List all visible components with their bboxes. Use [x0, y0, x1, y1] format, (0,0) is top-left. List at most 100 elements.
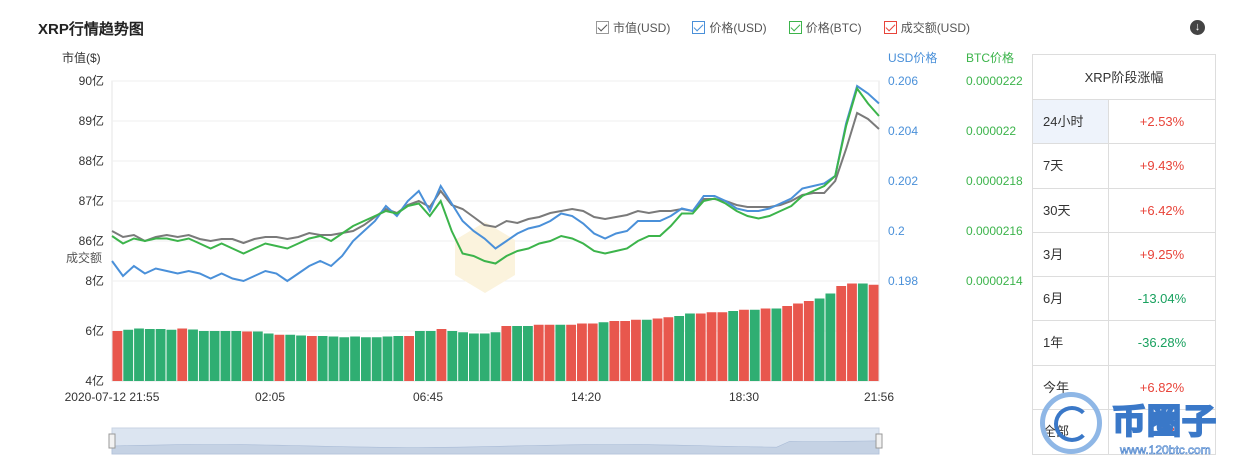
volume-bar	[468, 333, 479, 381]
volume-bar	[749, 309, 760, 381]
y-axis-title-usd: USD价格	[888, 50, 937, 65]
y-axis-title-market-cap: 市值($)	[62, 50, 101, 65]
volume-bar	[177, 328, 188, 381]
checkbox-icon[interactable]	[883, 21, 897, 34]
volume-bar	[620, 321, 631, 381]
period-row[interactable]: 7天 +9.43%	[1033, 144, 1215, 189]
volume-bar	[209, 331, 220, 381]
period-row[interactable]: 30天 +6.42%	[1033, 188, 1215, 233]
volume-bar	[663, 317, 674, 381]
volume-bar	[566, 324, 577, 381]
download-icon[interactable]: ↓	[1190, 20, 1205, 35]
navigator-right-handle[interactable]	[875, 433, 883, 449]
checkbox-icon[interactable]	[692, 21, 706, 34]
volume-bar	[674, 316, 685, 381]
volume-bar	[868, 284, 879, 381]
volume-bar	[285, 334, 296, 381]
period-label: 30天	[1033, 188, 1109, 232]
volume-bar	[296, 335, 306, 381]
period-label: 7天	[1033, 144, 1109, 188]
market-cap-tick-label: 86亿	[79, 233, 104, 248]
volume-bar	[598, 322, 609, 381]
period-row[interactable]: 1年 -36.28%	[1033, 321, 1215, 366]
x-tick-label: 06:45	[413, 390, 443, 404]
legend-item-price-usd[interactable]: 价格(USD)	[692, 19, 767, 36]
btc-tick-label: 0.000022	[966, 124, 1016, 138]
volume-tick-label: 8亿	[85, 273, 104, 288]
volume-tick-label: 4亿	[85, 373, 104, 388]
volume-bar	[728, 311, 739, 381]
period-label: 6月	[1033, 277, 1109, 321]
y-axis-title-volume: 成交额	[66, 250, 102, 265]
period-label: 3月	[1033, 232, 1109, 277]
usd-tick-label: 0.198	[888, 274, 918, 288]
volume-bar	[188, 329, 198, 381]
volume-bar	[198, 331, 209, 381]
period-change-value: -13.04%	[1137, 291, 1187, 307]
volume-bar	[371, 337, 382, 381]
period-change-value: +9.25%	[1139, 246, 1185, 262]
volume-bar	[328, 336, 339, 381]
volume-bar	[652, 318, 663, 381]
btc-tick-label: 0.0000222	[966, 74, 1023, 88]
period-row[interactable]: 24小时 +2.53%	[1033, 100, 1215, 145]
watermark-text: 币圈子	[1111, 402, 1217, 442]
period-label: 今年	[1033, 365, 1109, 410]
volume-bar	[144, 329, 155, 381]
volume-bar	[782, 306, 793, 381]
checkbox-icon[interactable]	[596, 21, 609, 34]
volume-bar	[631, 319, 641, 381]
x-tick-label: 2020-07-12 21:55	[65, 390, 160, 404]
legend-label: 价格(USD)	[709, 21, 767, 35]
period-row[interactable]: 今年 +6.82%	[1033, 365, 1215, 411]
legend-item-price-btc[interactable]: 价格(BTC)	[788, 19, 862, 36]
watermark-logo-inner-icon	[1054, 406, 1090, 442]
series-line	[111, 86, 880, 265]
navigator-left-handle[interactable]	[108, 433, 116, 449]
volume-bar	[447, 331, 458, 381]
period-change-value: +6.42%	[1139, 202, 1185, 218]
volume-bar	[414, 331, 425, 381]
volume-bar	[706, 312, 717, 381]
legend-label: 价格(BTC)	[805, 21, 862, 35]
background-logo-icon	[455, 222, 515, 293]
market-cap-tick-label: 90亿	[79, 73, 104, 88]
volume-bar	[695, 313, 706, 381]
legend-item-volume[interactable]: 成交额(USD)	[883, 19, 970, 36]
period-change-value: +9.43%	[1139, 158, 1185, 174]
period-row[interactable]: 3月 +9.25%	[1033, 232, 1215, 278]
volume-bar	[360, 337, 371, 381]
period-change-value: +6.82%	[1139, 379, 1185, 395]
volume-bar	[339, 337, 350, 381]
volume-bar	[479, 333, 490, 381]
volume-bar	[166, 329, 177, 381]
volume-bar	[263, 333, 274, 381]
volume-bar	[577, 323, 587, 381]
period-change-value: +3.8	[1149, 424, 1175, 440]
volume-bar	[739, 309, 749, 381]
x-tick-label: 02:05	[255, 390, 285, 404]
btc-tick-label: 0.0000214	[966, 274, 1023, 288]
period-row[interactable]: 6月 -13.04%	[1033, 277, 1215, 322]
checkbox-icon[interactable]	[788, 21, 802, 34]
volume-bar	[404, 336, 414, 381]
volume-bar	[425, 331, 436, 381]
volume-bar	[382, 336, 393, 381]
period-change-value: -36.28%	[1137, 335, 1187, 351]
volume-bar	[112, 331, 123, 381]
volume-bar	[155, 329, 166, 381]
legend-item-market-cap[interactable]: 市值(USD)	[596, 19, 670, 36]
volume-bar	[123, 329, 134, 381]
x-tick-label: 21:56	[864, 390, 894, 404]
market-cap-tick-label: 88亿	[79, 153, 104, 168]
usd-tick-label: 0.202	[888, 174, 918, 188]
volume-bar	[231, 331, 242, 381]
volume-bar	[436, 329, 447, 381]
volume-bar	[134, 328, 144, 381]
volume-bar	[274, 334, 285, 381]
volume-bar	[847, 283, 857, 381]
volume-bar	[533, 324, 544, 381]
volume-bar	[836, 286, 847, 381]
volume-bar	[501, 326, 512, 381]
